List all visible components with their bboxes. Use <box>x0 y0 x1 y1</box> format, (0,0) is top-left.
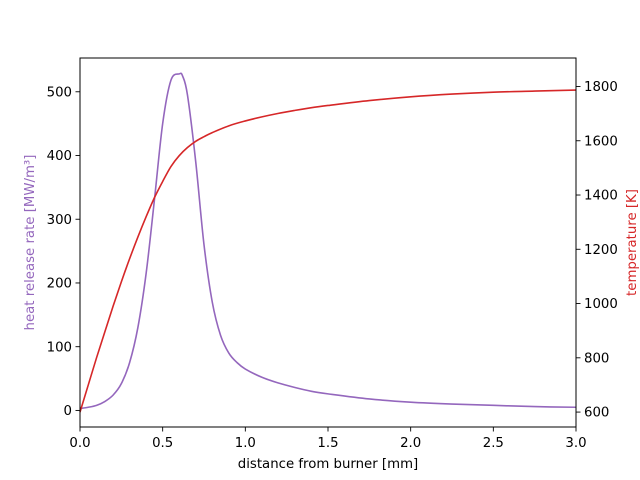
x-tick-label: 0.5 <box>152 436 173 451</box>
right-tick-label: 1600 <box>584 134 618 149</box>
right-tick-label: 1400 <box>584 189 618 204</box>
plot-area <box>80 58 576 427</box>
series-layer <box>79 72 577 413</box>
right-tick-label: 600 <box>584 406 609 421</box>
left-axis-ticks: 0 100 200 300 400 500 <box>47 85 80 419</box>
right-axis-ticks: 600 800 1000 1200 1400 1600 1800 <box>576 80 618 421</box>
left-axis-label: heat release rate [MW/m³] <box>23 155 38 331</box>
x-axis-ticks: 0.0 0.5 1.0 1.5 2.0 2.5 3.0 <box>69 427 587 451</box>
left-tick-label: 0 <box>64 404 72 419</box>
right-tick-label: 800 <box>584 351 609 366</box>
x-tick-label: 3.0 <box>565 436 586 451</box>
left-tick-label: 300 <box>47 213 72 228</box>
left-tick-label: 400 <box>47 149 72 164</box>
left-tick-label: 200 <box>47 277 72 292</box>
x-tick-label: 0.0 <box>69 436 90 451</box>
x-tick-label: 1.5 <box>317 436 338 451</box>
right-tick-label: 1800 <box>584 80 618 95</box>
right-axis-label: temperature [K] <box>625 189 640 296</box>
left-tick-label: 500 <box>47 85 72 100</box>
right-tick-label: 1200 <box>584 243 618 258</box>
temperature-series-line <box>79 89 577 413</box>
right-tick-label: 1000 <box>584 297 618 312</box>
x-tick-label: 2.0 <box>400 436 421 451</box>
x-axis-label: distance from burner [mm] <box>238 457 418 472</box>
heat-release-rate-series-line <box>79 72 577 410</box>
x-tick-label: 2.5 <box>483 436 504 451</box>
left-tick-label: 100 <box>47 340 72 355</box>
x-tick-label: 1.0 <box>235 436 256 451</box>
